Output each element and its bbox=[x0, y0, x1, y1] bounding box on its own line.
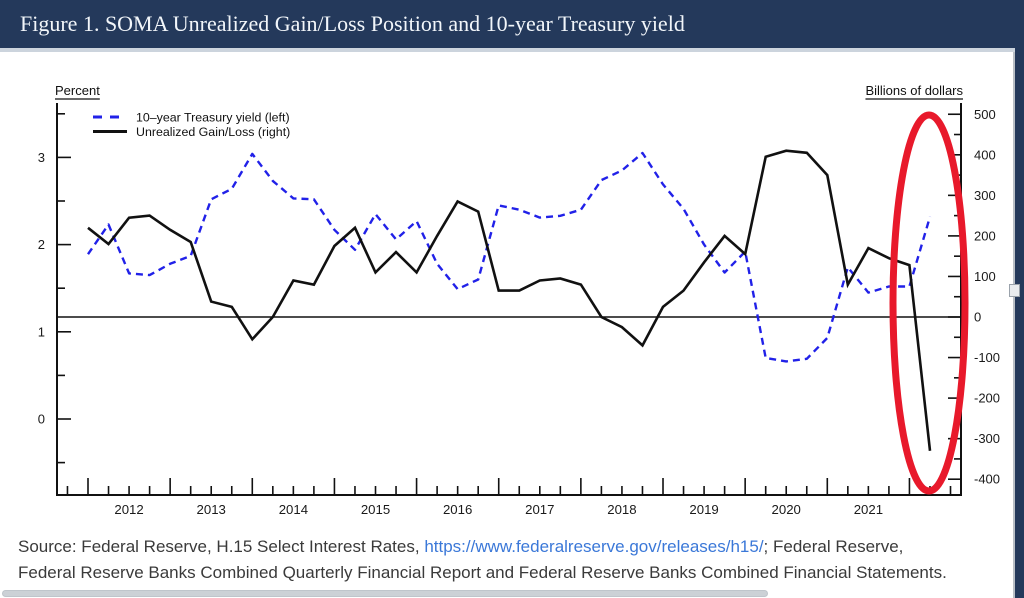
x-axis-year-label: 2021 bbox=[854, 502, 883, 517]
header-divider bbox=[0, 48, 1024, 52]
x-axis-year-label: 2012 bbox=[114, 502, 143, 517]
horizontal-scrollbar[interactable] bbox=[0, 589, 1013, 598]
x-axis-year-label: 2015 bbox=[361, 502, 390, 517]
right-axis-tick-label: 0 bbox=[974, 310, 981, 325]
left-axis-tick-label: 0 bbox=[38, 412, 45, 427]
window-right-edge bbox=[1015, 48, 1024, 598]
source-note: Source: Federal Reserve, H.15 Select Int… bbox=[18, 534, 1010, 586]
series-treasury-yield-line bbox=[87, 151, 932, 363]
highlight-ellipse-annotation bbox=[889, 111, 969, 495]
x-axis-year-label: 2017 bbox=[525, 502, 554, 517]
x-axis-year-label: 2018 bbox=[607, 502, 636, 517]
left-axis-tick-label: 2 bbox=[38, 237, 45, 252]
right-axis-tick-label: 300 bbox=[974, 188, 996, 203]
left-axis-title: Percent bbox=[55, 83, 100, 98]
source-text-prefix: Source: Federal Reserve, H.15 Select Int… bbox=[18, 537, 425, 556]
source-text-suffix: ; Federal Reserve, bbox=[763, 537, 904, 556]
right-axis-tick-label: 400 bbox=[974, 147, 996, 162]
x-axis-year-label: 2013 bbox=[197, 502, 226, 517]
horizontal-scrollbar-thumb[interactable] bbox=[2, 590, 768, 597]
x-axis-year-label: 2016 bbox=[443, 502, 472, 517]
legend-label: 10–year Treasury yield (left) bbox=[136, 110, 290, 124]
x-axis-year-label: 2020 bbox=[772, 502, 801, 517]
series-unrealized-gainloss-line bbox=[87, 149, 932, 451]
source-text-line2: Federal Reserve Banks Combined Quarterly… bbox=[18, 563, 947, 582]
legend-label: Unrealized Gain/Loss (right) bbox=[136, 125, 290, 139]
window-resize-notch bbox=[1009, 284, 1020, 297]
right-axis-title: Billions of dollars bbox=[865, 83, 963, 98]
right-axis-tick-label: -100 bbox=[974, 350, 1000, 365]
right-axis-tick-label: -400 bbox=[974, 472, 1000, 487]
x-axis-year-label: 2019 bbox=[689, 502, 718, 517]
x-axis-year-label: 2014 bbox=[279, 502, 308, 517]
figure-title-bar: Figure 1. SOMA Unrealized Gain/Loss Posi… bbox=[0, 0, 1024, 48]
figure-title: Figure 1. SOMA Unrealized Gain/Loss Posi… bbox=[20, 11, 685, 36]
left-axis-tick-label: 3 bbox=[38, 150, 45, 165]
page-right-border bbox=[1013, 52, 1015, 598]
source-link[interactable]: https://www.federalreserve.gov/releases/… bbox=[424, 537, 764, 556]
right-axis-tick-label: 200 bbox=[974, 228, 996, 243]
right-axis-tick-label: -300 bbox=[974, 431, 1000, 446]
right-axis-tick-label: -200 bbox=[974, 391, 1000, 406]
right-axis-tick-label: 100 bbox=[974, 269, 996, 284]
right-axis-tick-label: 500 bbox=[974, 107, 996, 122]
left-axis-tick-label: 1 bbox=[38, 324, 45, 339]
